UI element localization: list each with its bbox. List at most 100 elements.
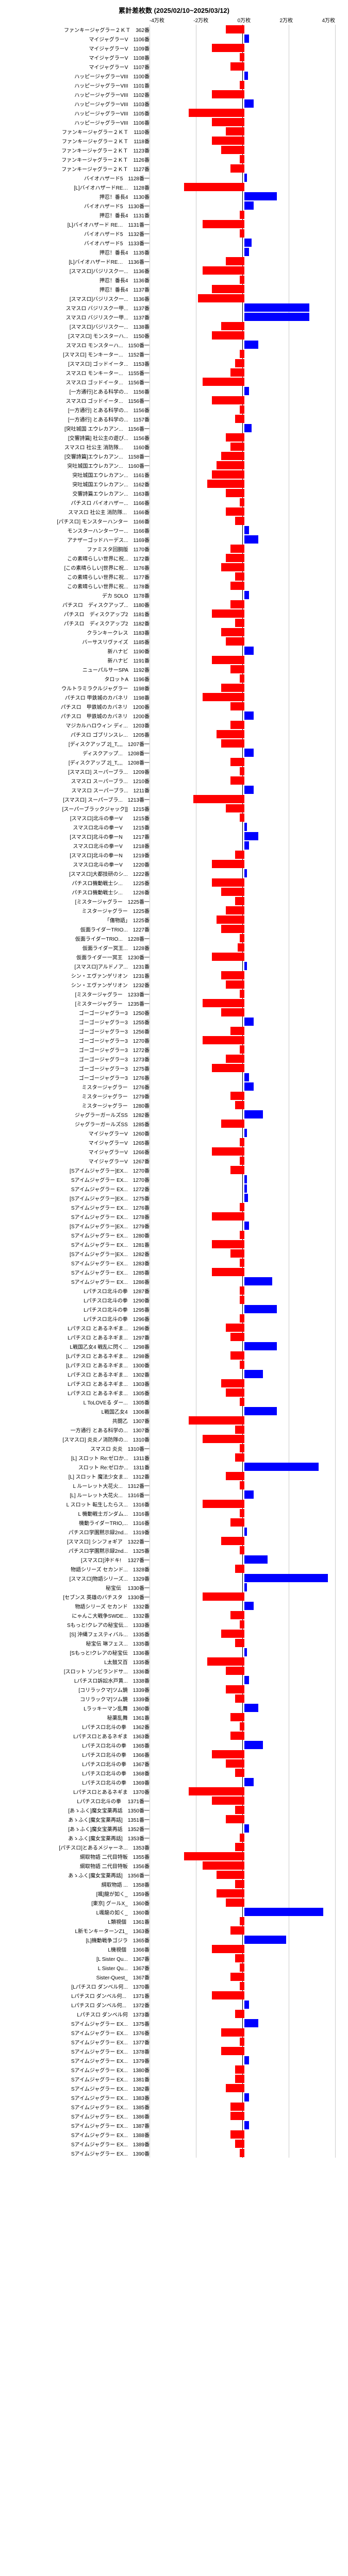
row-label: [東京] グールX_ 1360番: [5, 1899, 152, 1907]
row-label: Lパチスロ北斗の拳 1365番: [5, 1741, 152, 1749]
bar: [221, 1537, 244, 1545]
bar-area: [152, 850, 337, 859]
row-label: 秘宝伝 1330番一: [5, 1584, 152, 1591]
chart-row: Sアイムジャグラー EX... 1377番: [5, 2037, 343, 2046]
bar: [240, 498, 244, 506]
chart-row: スマスロ バジリスク一甲... 1137番: [5, 303, 343, 312]
bar-area: [152, 1202, 337, 1212]
bar: [240, 990, 244, 998]
row-label: [突吐城国 エウレカアン... 1156番一: [5, 425, 152, 432]
bar-area: [152, 989, 337, 998]
bar: [230, 1351, 244, 1360]
bar-area: [152, 1277, 337, 1286]
bar: [244, 1175, 247, 1183]
chart-row: アナザーゴッドハーデス... 1169番: [5, 535, 343, 544]
bar: [244, 303, 309, 312]
bar: [212, 470, 244, 479]
chart-row: スマスロ 社公主 消防隊... 1160番: [5, 442, 343, 451]
bar: [240, 1982, 244, 1990]
bar-area: [152, 1091, 337, 1100]
bar: [244, 387, 249, 395]
row-label: Lパチスロ ダンベル何 1373番: [5, 2010, 152, 2018]
bar: [226, 1759, 244, 1768]
row-label: Sアイムジャグラー EX... 1286番: [5, 1278, 152, 1285]
chart-row: バイオハザード5 1130番一: [5, 201, 343, 210]
chart-row: ファンキージャグラー２ＫＴ 1126番: [5, 155, 343, 164]
bar: [226, 25, 244, 33]
bar-area: [152, 785, 337, 794]
bar-area: [152, 665, 337, 674]
row-label: [スマスロ]大都技研のシ... 1222番: [5, 870, 152, 877]
bar: [212, 1991, 244, 1999]
bar: [212, 953, 244, 961]
chart-row: [S] 沖縄フェスティバル... 1335番: [5, 1629, 343, 1638]
bar-area: [152, 210, 337, 219]
bar: [212, 860, 244, 868]
bar-area: [152, 1870, 337, 1879]
bar-area: [152, 748, 337, 757]
bar-area: [152, 804, 337, 813]
bar-area: [152, 229, 337, 238]
row-label: [スマスロ] シンフォギア 1322番一: [5, 1537, 152, 1545]
chart-row: パチスロ機動戦士シ... 1226番: [5, 887, 343, 896]
bar: [230, 1092, 244, 1100]
bar: [244, 962, 247, 970]
chart-row: パチスロ ディスクアップ... 1180番: [5, 600, 343, 609]
bar: [226, 127, 244, 135]
bar-area: [152, 173, 337, 182]
bar-area: [152, 1889, 337, 1898]
bar: [203, 220, 244, 228]
row-label: Lパチスロ北斗の拳 1362番: [5, 1723, 152, 1731]
chart-row: Lパチスロとあるネギま 1363番: [5, 1731, 343, 1740]
bar-area: [152, 980, 337, 989]
row-label: Sアイムジャグラー EX... 1386番: [5, 2112, 152, 2120]
chart-row: ゴーゴージャグラー3 1255番: [5, 1017, 343, 1026]
row-label: [Lパチスロ とあるネギま... 1300番: [5, 1361, 152, 1369]
row-label: ファンキージャグラー２ＫＴ 1123番: [5, 146, 152, 154]
row-label: スマスロ バジリスク一甲... 1137番: [5, 304, 152, 312]
bar-area: [152, 25, 337, 34]
bar: [244, 1741, 263, 1749]
row-label: [スマスロ]北斗の拳ーN 1219番: [5, 851, 152, 859]
row-label: [スマスロ] ゴッドイータ... 1153番: [5, 360, 152, 367]
bar: [184, 183, 244, 191]
chart-row: [Lパチスロ ダンベル何... 1370番: [5, 1981, 343, 1991]
row-label: 仮面ライダーTRIO... 1228番一: [5, 935, 152, 942]
bar-area: [152, 1425, 337, 1434]
row-label: パチスロ ゴブリンスレ... 1205番: [5, 731, 152, 738]
bar-area: [152, 655, 337, 665]
bar: [235, 2075, 244, 2083]
bar-area: [152, 859, 337, 869]
row-label: [ミスタージャグラー 1233番一: [5, 990, 152, 998]
row-label: Lパチスロ ダンベル何... 1372番: [5, 2001, 152, 2009]
row-label: 綱取物語 二代目特販 1356番: [5, 1862, 152, 1870]
chart-row: Lパチスロ ダンベル何... 1372番: [5, 2000, 343, 2009]
bar-area: [152, 1138, 337, 1147]
row-label: ゴーゴージャグラー3 1273番: [5, 1055, 152, 1063]
row-label: [スマスロ]沖ドキ! 1327番一: [5, 1556, 152, 1564]
row-label: Sアイムジャグラー EX... 1375番: [5, 2020, 152, 2027]
bar-area: [152, 1638, 337, 1648]
chart-row: Lパチスロ北斗の拳 1368番: [5, 1768, 343, 1777]
chart-row: Sアイムジャグラー EX... 1272番: [5, 1184, 343, 1193]
row-label: パチスロ機動戦士シ... 1226番: [5, 888, 152, 896]
chart-row: Sアイムジャグラー EX... 1270番: [5, 1175, 343, 1184]
row-label: Sアイムジャグラー EX... 1383番: [5, 2094, 152, 2102]
chart-row: スマスロ北斗の拳ーV 1215番: [5, 822, 343, 832]
row-label: パチスロ ディスクアップ2 1181番: [5, 610, 152, 618]
row-label: 押忍！番長4 1131番: [5, 211, 152, 219]
bar: [230, 1713, 244, 1721]
bar: [240, 211, 244, 219]
bar-area: [152, 1212, 337, 1221]
chart-row: Lパチスロ北斗の拳 1287番: [5, 1286, 343, 1295]
row-label: ジャグラーガールズSS 1285番: [5, 1120, 152, 1128]
bar: [212, 118, 244, 126]
bar-area: [152, 451, 337, 461]
bar: [226, 1324, 244, 1332]
bar-area: [152, 2019, 337, 2028]
row-label: スマスロ 社公主 消防隊... 1166番: [5, 508, 152, 516]
bar: [240, 350, 244, 358]
row-label: [スマスロ]物語シリーズ... 1329番: [5, 1574, 152, 1582]
row-label: Lパチスロ北斗の拳 1369番: [5, 1778, 152, 1786]
chart-row: 綱取物語 二代目特販 1356番: [5, 1861, 343, 1870]
